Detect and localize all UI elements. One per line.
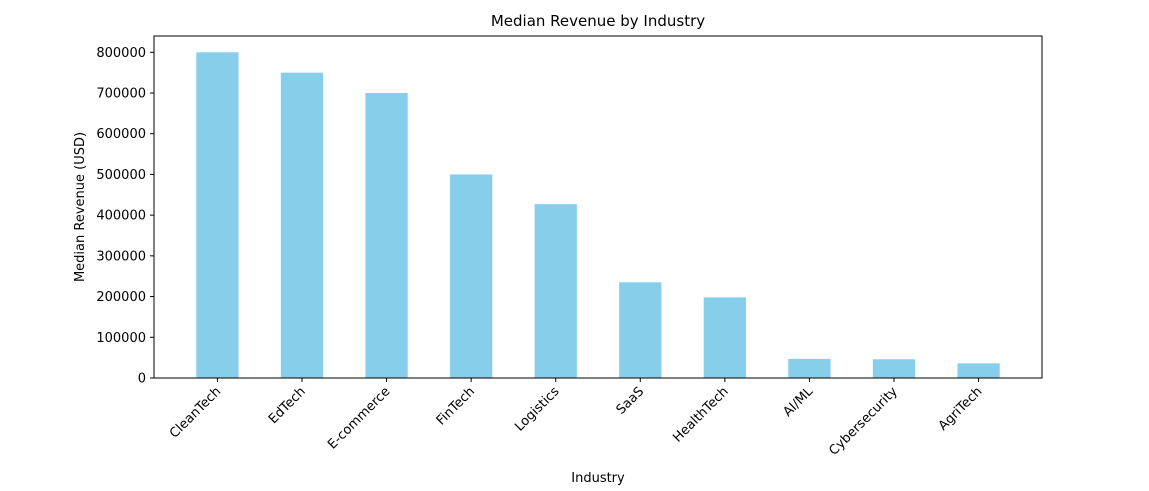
x-tick-label: HealthTech: [670, 384, 731, 445]
bar-logistics: [534, 204, 577, 378]
x-axis-title: Industry: [571, 471, 625, 486]
x-tick-label: Cybersecurity: [826, 384, 901, 459]
y-tick-label: 100000: [96, 331, 146, 346]
y-tick-label: 400000: [96, 209, 146, 224]
bar-cleantech: [196, 52, 239, 378]
y-axis-title: Median Revenue (USD): [73, 132, 88, 282]
x-tick-label: AgriTech: [936, 384, 986, 434]
x-tick-label: CleanTech: [167, 384, 224, 441]
x-axis: CleanTech EdTech E-commerce FinTech Logistic…: [167, 378, 985, 459]
x-tick-label: AI/ML: [780, 384, 816, 420]
bar-agritech: [957, 363, 1000, 378]
y-tick-label: 300000: [96, 249, 146, 264]
y-tick-label: 0: [138, 372, 146, 387]
bar-saas: [619, 282, 662, 378]
y-tick-label: 200000: [96, 290, 146, 305]
bar-fintech: [450, 174, 493, 378]
bar-edtech: [280, 72, 324, 378]
x-tick-label: E-commerce: [325, 384, 393, 452]
y-tick-label: 600000: [96, 127, 146, 142]
x-tick-label: SaaS: [614, 384, 648, 418]
y-tick-label: 800000: [96, 46, 146, 61]
bar-healthtech: [703, 297, 746, 378]
y-tick-label: 500000: [96, 168, 146, 183]
y-tick-label: 700000: [96, 87, 146, 102]
chart-title: Median Revenue by Industry: [491, 12, 705, 30]
plot-frame: [153, 35, 1043, 379]
bar-e-commerce: [365, 93, 408, 378]
bars-group: [196, 52, 1000, 378]
x-tick-label: Logistics: [512, 384, 563, 435]
bar-ai-ml: [788, 358, 831, 378]
y-axis: 0 100000 200000 300000 400000 500000 600000 700…: [96, 46, 154, 387]
bar-cybersecurity: [872, 359, 916, 378]
x-tick-label: FinTech: [434, 384, 478, 428]
x-tick-label: EdTech: [266, 384, 309, 427]
